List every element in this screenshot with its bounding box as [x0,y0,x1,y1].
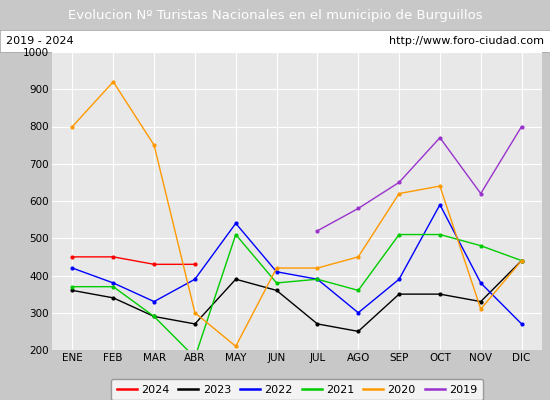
Text: Evolucion Nº Turistas Nacionales en el municipio de Burguillos: Evolucion Nº Turistas Nacionales en el m… [68,8,482,22]
Text: http://www.foro-ciudad.com: http://www.foro-ciudad.com [389,36,544,46]
Legend: 2024, 2023, 2022, 2021, 2020, 2019: 2024, 2023, 2022, 2021, 2020, 2019 [111,379,483,400]
Text: 2019 - 2024: 2019 - 2024 [6,36,73,46]
